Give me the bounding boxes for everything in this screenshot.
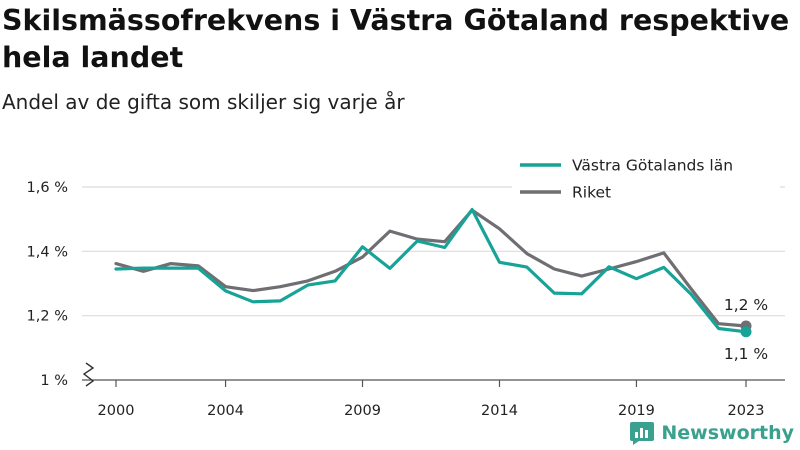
chart-subtitle: Andel av de gifta som skiljer sig varje … — [2, 90, 405, 114]
x-tick-label: 2009 — [344, 403, 381, 419]
y-tick-label: 1,2 % — [27, 309, 68, 325]
end-label: 1,2 % — [724, 296, 768, 314]
x-tick-label: 2014 — [481, 403, 518, 419]
y-tick-label: 1,4 % — [27, 244, 68, 260]
end-marker — [740, 326, 752, 338]
chart-title: Skilsmässofrekvens i Västra Götaland res… — [2, 4, 790, 74]
y-tick-label: 1 % — [40, 373, 68, 389]
y-axis: 1 % 1,2 % 1,4 % 1,6 % — [27, 180, 68, 389]
legend-label: Västra Götalands län — [572, 157, 733, 175]
x-tick-label: 2004 — [207, 403, 244, 419]
axis-break-icon — [82, 362, 95, 387]
legend-box — [512, 148, 780, 206]
end-label: 1,1 % — [724, 345, 768, 363]
newsworthy-brand[interactable]: Newsworthy — [629, 420, 794, 446]
end-markers: 1,2 % 1,1 % — [724, 296, 768, 363]
x-axis: 2000 2004 2009 2014 2019 2023 — [82, 362, 785, 419]
newsworthy-logo-icon — [630, 422, 655, 445]
series-line — [114, 208, 748, 328]
series-line — [114, 207, 748, 334]
legend: Västra Götalands län Riket — [512, 148, 780, 206]
brand-name: Newsworthy — [661, 422, 794, 444]
grid-lines — [82, 186, 785, 317]
x-tick-label: 2000 — [98, 403, 135, 419]
x-tick-label: 2019 — [618, 403, 655, 419]
legend-label: Riket — [572, 184, 611, 202]
series-lines — [114, 207, 748, 334]
x-tick-label: 2023 — [728, 403, 765, 419]
y-tick-label: 1,6 % — [27, 180, 68, 196]
